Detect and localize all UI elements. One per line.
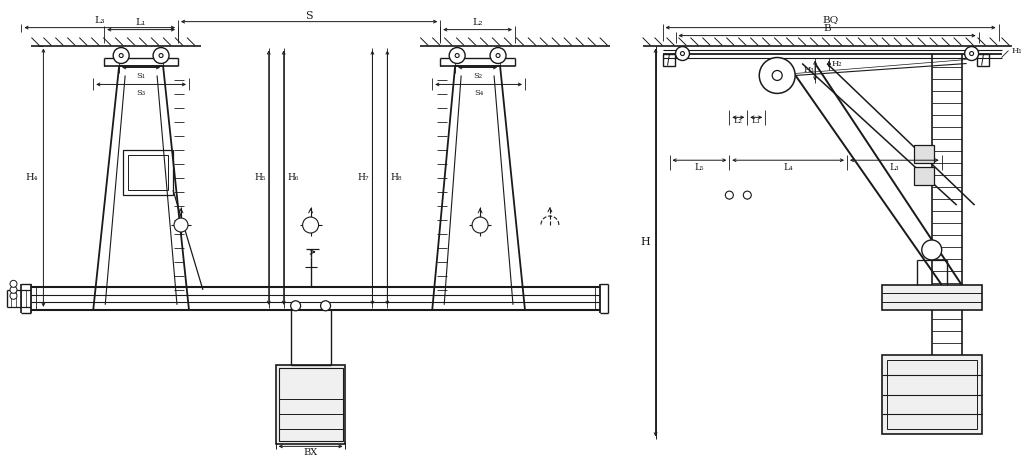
Text: S: S xyxy=(305,11,313,20)
Circle shape xyxy=(174,218,188,232)
Bar xyxy=(977,53,988,66)
Bar xyxy=(913,145,934,163)
Circle shape xyxy=(743,191,752,199)
Text: L₃: L₃ xyxy=(94,16,105,25)
Text: H₁: H₁ xyxy=(1012,46,1022,54)
Circle shape xyxy=(450,47,465,64)
Circle shape xyxy=(676,46,689,60)
Bar xyxy=(279,368,342,441)
Bar xyxy=(882,355,982,434)
Bar xyxy=(123,150,173,195)
Text: L₁: L₁ xyxy=(136,18,146,27)
Text: L₁: L₁ xyxy=(752,117,761,126)
Text: H₇: H₇ xyxy=(357,173,370,182)
Text: H: H xyxy=(641,238,650,247)
Text: B: B xyxy=(823,24,830,33)
Text: H₄: H₄ xyxy=(26,173,38,182)
Circle shape xyxy=(159,53,163,58)
Circle shape xyxy=(681,52,684,55)
Text: L₅: L₅ xyxy=(694,163,705,172)
Circle shape xyxy=(496,53,500,58)
Bar xyxy=(882,285,982,310)
Text: H₂: H₂ xyxy=(831,60,843,68)
Circle shape xyxy=(119,53,123,58)
Bar xyxy=(887,359,977,429)
Circle shape xyxy=(922,240,942,260)
Text: BX: BX xyxy=(303,448,317,457)
Text: L₃: L₃ xyxy=(890,163,899,172)
Text: L₂: L₂ xyxy=(734,117,742,126)
Text: H₅: H₅ xyxy=(254,173,265,182)
Text: BQ: BQ xyxy=(822,15,839,24)
Text: S₃: S₃ xyxy=(136,89,145,97)
Bar xyxy=(128,155,168,190)
Circle shape xyxy=(725,191,733,199)
Text: H₃: H₃ xyxy=(804,66,814,74)
Bar xyxy=(663,53,675,66)
Circle shape xyxy=(153,47,169,64)
Circle shape xyxy=(472,217,488,233)
Circle shape xyxy=(759,58,796,93)
Circle shape xyxy=(321,301,331,311)
Text: S₂: S₂ xyxy=(473,73,482,80)
Text: L₄: L₄ xyxy=(783,163,793,172)
Circle shape xyxy=(490,47,506,64)
Bar xyxy=(275,365,345,445)
Circle shape xyxy=(456,53,459,58)
Bar xyxy=(913,167,934,185)
Circle shape xyxy=(303,217,318,233)
Text: H₈: H₈ xyxy=(390,173,402,182)
Text: L₂: L₂ xyxy=(472,18,482,27)
Text: S₁: S₁ xyxy=(136,73,145,80)
Text: H₆: H₆ xyxy=(287,173,298,182)
Circle shape xyxy=(114,47,129,64)
Circle shape xyxy=(10,286,17,293)
Text: S₄: S₄ xyxy=(474,89,483,97)
Circle shape xyxy=(970,52,974,55)
Circle shape xyxy=(291,301,301,311)
Circle shape xyxy=(772,71,782,80)
Circle shape xyxy=(965,46,979,60)
Circle shape xyxy=(10,280,17,287)
Circle shape xyxy=(10,292,17,299)
